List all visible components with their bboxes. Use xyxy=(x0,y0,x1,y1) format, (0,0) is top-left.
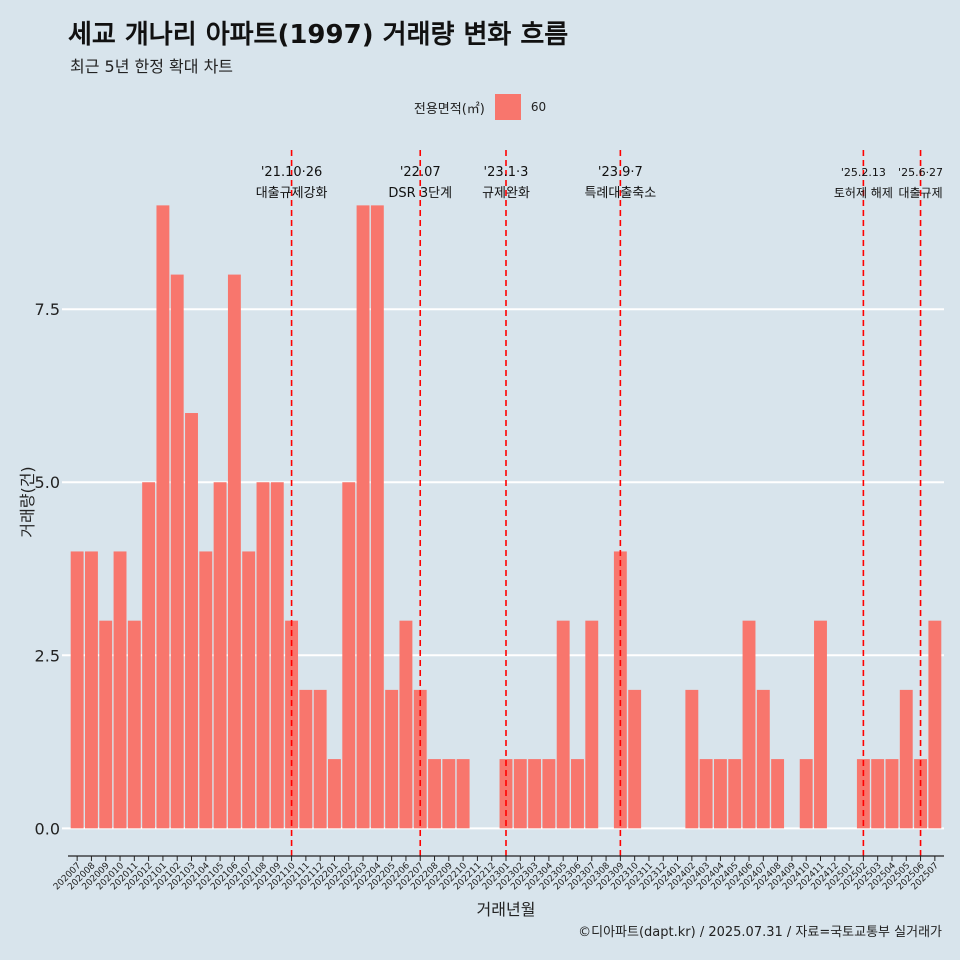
bar xyxy=(513,759,527,829)
bar xyxy=(385,689,399,829)
event-label: 대출규제 xyxy=(898,186,942,200)
bar xyxy=(413,689,427,829)
bar xyxy=(742,620,756,829)
legend: 전용면적(㎡) 60 xyxy=(0,94,960,120)
event-date-label: '23.1·3 xyxy=(484,165,529,180)
bar xyxy=(213,482,227,829)
y-tick-label: 2.5 xyxy=(35,646,60,665)
bar xyxy=(199,551,213,829)
bar xyxy=(428,759,441,829)
bar xyxy=(328,759,341,829)
bar xyxy=(156,205,170,829)
bar xyxy=(227,274,241,829)
event-label: 규제완화 xyxy=(482,186,530,201)
event-date-label: '21.10·26 xyxy=(261,165,322,180)
bar xyxy=(399,620,413,829)
bar xyxy=(356,205,370,829)
bar xyxy=(699,759,713,829)
bar xyxy=(456,759,470,829)
x-axis-label: 거래년월 xyxy=(477,900,536,919)
source-caption: ©디아파트(dapt.kr) / 2025.07.31 / 자료=국토교통부 실… xyxy=(578,925,942,940)
bars xyxy=(70,205,942,829)
bar xyxy=(256,482,270,829)
y-tick-label: 0.0 xyxy=(35,819,60,838)
bar xyxy=(728,759,742,829)
bar xyxy=(685,689,699,829)
bar xyxy=(127,620,141,829)
legend-label: 60 xyxy=(530,100,547,114)
bar xyxy=(756,689,770,829)
bar xyxy=(571,759,584,829)
event-label: 토허제 해제 xyxy=(834,186,893,200)
bar xyxy=(814,620,827,829)
bar xyxy=(799,759,813,829)
bar xyxy=(713,759,727,829)
event-label: 대출규제강화 xyxy=(256,186,328,201)
y-tick-label: 5.0 xyxy=(35,473,60,492)
bar xyxy=(771,759,785,829)
bar xyxy=(113,551,127,829)
y-axis-label: 거래량(건) xyxy=(18,466,37,537)
bar xyxy=(899,689,913,829)
bar xyxy=(70,551,84,829)
chart-subtitle: 최근 5년 한정 확대 차트 xyxy=(70,57,234,76)
bar xyxy=(99,620,113,829)
bar xyxy=(585,620,599,829)
bar xyxy=(270,482,284,829)
bar xyxy=(928,620,942,829)
event-date-label: '23.9·7 xyxy=(598,165,643,180)
bar xyxy=(313,689,327,829)
bar xyxy=(542,759,556,829)
event-date-label: '22.07 xyxy=(400,165,441,180)
event-date-label: '25.6·27 xyxy=(898,166,943,179)
bar xyxy=(170,274,184,829)
bar xyxy=(299,689,313,829)
y-ticks: 0.0 2.5 5.0 7.5 xyxy=(35,300,60,838)
bar xyxy=(871,759,885,829)
event-label: 특례대출축소 xyxy=(584,186,656,201)
legend-title: 전용면적(㎡) xyxy=(413,101,485,117)
bar xyxy=(628,689,642,829)
bar xyxy=(442,759,456,829)
bar xyxy=(242,551,256,829)
x-axis: 2020072020082020092020102020112020122021… xyxy=(52,855,944,892)
bar xyxy=(84,551,98,829)
bar xyxy=(370,205,384,829)
legend-swatch xyxy=(494,94,521,120)
bar xyxy=(613,551,627,829)
event-date-label: '25.2.13 xyxy=(841,166,886,179)
bar xyxy=(528,759,542,829)
bar xyxy=(556,620,570,829)
bar xyxy=(885,759,899,829)
event-label: DSR 3단계 xyxy=(388,186,452,201)
chart-title: 세교 개나리 아파트(1997) 거래량 변화 흐름 xyxy=(68,20,569,50)
bar xyxy=(185,413,198,829)
event-lines: '21.10·26 대출규제강화 '22.07 DSR 3단계 '23.1·3 규제완화 '… xyxy=(256,150,943,856)
bar xyxy=(142,482,156,829)
bar xyxy=(342,482,356,829)
y-tick-label: 7.5 xyxy=(35,300,60,319)
